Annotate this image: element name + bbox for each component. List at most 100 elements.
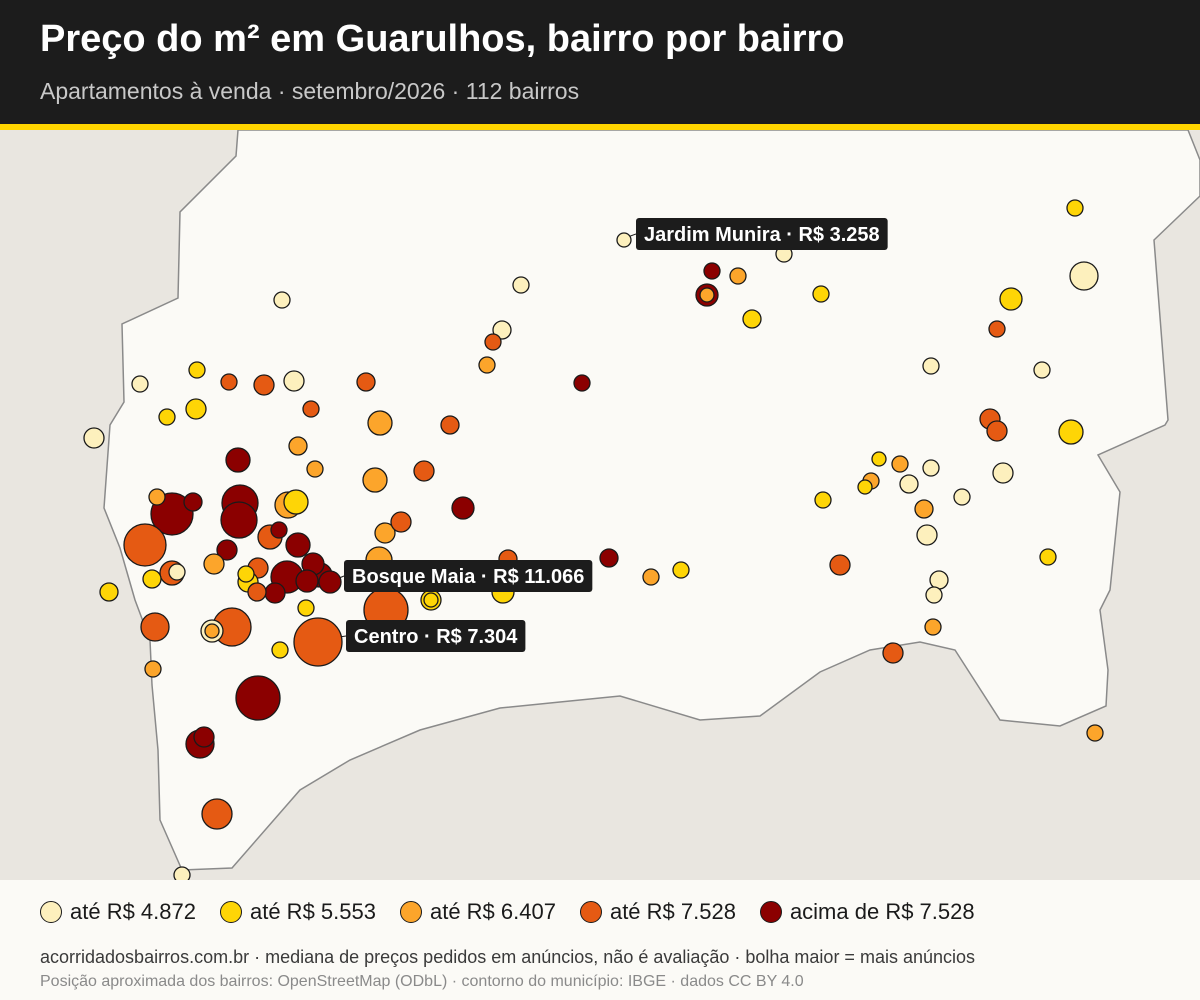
- neighborhood-bubble: [220, 373, 238, 391]
- neighborhood-bubble: [173, 866, 191, 880]
- neighborhood-bubble: [899, 474, 919, 494]
- neighborhood-bubble: [742, 309, 762, 329]
- legend-item: até R$ 5.553: [219, 899, 376, 925]
- neighborhood-bubble: [599, 548, 619, 568]
- neighborhood-bubble: [264, 582, 286, 604]
- neighborhood-bubble: [142, 569, 162, 589]
- neighborhood-bubble: [193, 726, 215, 748]
- neighborhood-bubble: [362, 467, 388, 493]
- neighborhood-bubble: [123, 523, 167, 567]
- neighborhood-bubble: [1058, 419, 1084, 445]
- neighborhood-bubble: [203, 553, 225, 575]
- neighborhood-bubble: [140, 612, 170, 642]
- legend-swatch: [219, 901, 242, 923]
- neighborhood-bubble: [201, 798, 233, 830]
- neighborhood-bubble: [857, 479, 873, 495]
- municipality-outline: [103, 130, 1200, 871]
- neighborhood-bubble: [512, 276, 530, 294]
- neighborhood-bubble: [484, 333, 502, 351]
- legend-item: até R$ 4.872: [40, 899, 196, 925]
- neighborhood-bubble: [83, 427, 105, 449]
- neighborhood-bubble: [440, 415, 460, 435]
- legend-label: acima de R$ 7.528: [789, 899, 975, 924]
- neighborhood-bubble: [829, 554, 851, 576]
- legend-label: até R$ 5.553: [249, 899, 376, 924]
- footer-source: acorridadosbairros.com.br · mediana de p…: [40, 947, 976, 967]
- price-bubbles: [83, 199, 1104, 880]
- neighborhood-map: Jardim Munira · R$ 3.258 Bosque Maia · R$…: [0, 130, 1200, 880]
- neighborhood-bubble: [273, 291, 291, 309]
- neighborhood-bubble: [297, 599, 315, 617]
- neighborhood-bubble: [988, 320, 1006, 338]
- neighborhood-bubble: [288, 436, 308, 456]
- neighborhood-bubble: [204, 623, 220, 639]
- neighborhood-bubble: [283, 370, 305, 392]
- neighborhood-bubble: [573, 374, 591, 392]
- neighborhood-bubble: [914, 499, 934, 519]
- neighborhood-bubble: [924, 618, 942, 636]
- page-subtitle: Apartamentos à venda · setembro/2026 · 1…: [40, 78, 580, 104]
- neighborhood-bubble: [699, 287, 715, 303]
- neighborhood-bubble: [183, 492, 203, 512]
- legend-swatch: [40, 901, 62, 923]
- header: Preço do m² em Guarulhos, bairro por bai…: [0, 0, 1200, 124]
- page-title: Preço do m² em Guarulhos, bairro por bai…: [40, 18, 845, 60]
- neighborhood-bubble: [158, 408, 176, 426]
- neighborhood-bubble: [225, 447, 251, 473]
- neighborhood-bubble: [144, 660, 162, 678]
- neighborhood-bubble: [1069, 261, 1099, 291]
- neighborhood-bubble: [992, 462, 1014, 484]
- neighborhood-bubble: [672, 561, 690, 579]
- legend-swatch: [759, 901, 782, 923]
- neighborhood-bubble: [929, 570, 949, 590]
- legend-label: até R$ 6.407: [429, 899, 556, 924]
- neighborhood-bubble: [871, 451, 887, 467]
- neighborhood-bubble: [812, 285, 830, 303]
- callouts: Jardim Munira · R$ 3.258 Bosque Maia · R$…: [344, 218, 888, 652]
- neighborhood-bubble: [302, 400, 320, 418]
- neighborhood-bubble: [148, 488, 166, 506]
- neighborhood-bubble: [235, 675, 281, 721]
- callout-box: [344, 560, 593, 592]
- neighborhood-bubble: [891, 455, 909, 473]
- neighborhood-bubble: [642, 568, 660, 586]
- neighborhood-bubble: [986, 420, 1008, 442]
- neighborhood-bubble: [216, 539, 238, 561]
- neighborhood-bubble: [492, 320, 512, 340]
- callout-box: [636, 218, 888, 250]
- callout-label: Bosque Maia · R$ 11.066: [352, 566, 584, 588]
- neighborhood-bubble: [270, 521, 288, 539]
- neighborhood-bubble: [814, 491, 832, 509]
- callout-label: Centro · R$ 7.304: [354, 626, 518, 648]
- legend: até R$ 4.872 até R$ 5.553 até R$ 6.407 a…: [40, 898, 999, 926]
- neighborhood-bubble: [953, 488, 971, 506]
- neighborhood-bubble: [367, 410, 393, 436]
- neighborhood-bubble: [925, 586, 943, 604]
- neighborhood-bubble: [99, 582, 119, 602]
- neighborhood-bubble: [271, 641, 289, 659]
- neighborhood-bubble: [390, 511, 412, 533]
- footer-credits: Posição aproximada dos bairros: OpenStre…: [40, 973, 804, 990]
- neighborhood-bubble: [185, 398, 207, 420]
- neighborhood-bubble: [922, 459, 940, 477]
- callout-box: [346, 620, 526, 652]
- legend-item: até R$ 7.528: [579, 899, 736, 925]
- callout-label: Jardim Munira · R$ 3.258: [644, 224, 880, 246]
- neighborhood-bubble: [220, 501, 258, 539]
- neighborhood-bubble: [356, 372, 376, 392]
- neighborhood-bubble: [285, 532, 311, 558]
- neighborhood-bubble: [283, 489, 309, 515]
- neighborhood-bubble: [616, 232, 632, 248]
- neighborhood-bubble: [729, 267, 747, 285]
- neighborhood-bubble: [1033, 361, 1051, 379]
- neighborhood-bubble: [188, 361, 206, 379]
- neighborhood-bubble: [293, 617, 343, 667]
- neighborhood-bubble: [703, 262, 721, 280]
- neighborhood-bubble: [1086, 724, 1104, 742]
- legend-item: acima de R$ 7.528: [759, 899, 975, 925]
- neighborhood-bubble: [374, 522, 396, 544]
- neighborhood-bubble: [1039, 548, 1057, 566]
- neighborhood-bubble: [306, 460, 324, 478]
- legend-label: até R$ 7.528: [609, 899, 736, 924]
- neighborhood-bubble: [478, 356, 496, 374]
